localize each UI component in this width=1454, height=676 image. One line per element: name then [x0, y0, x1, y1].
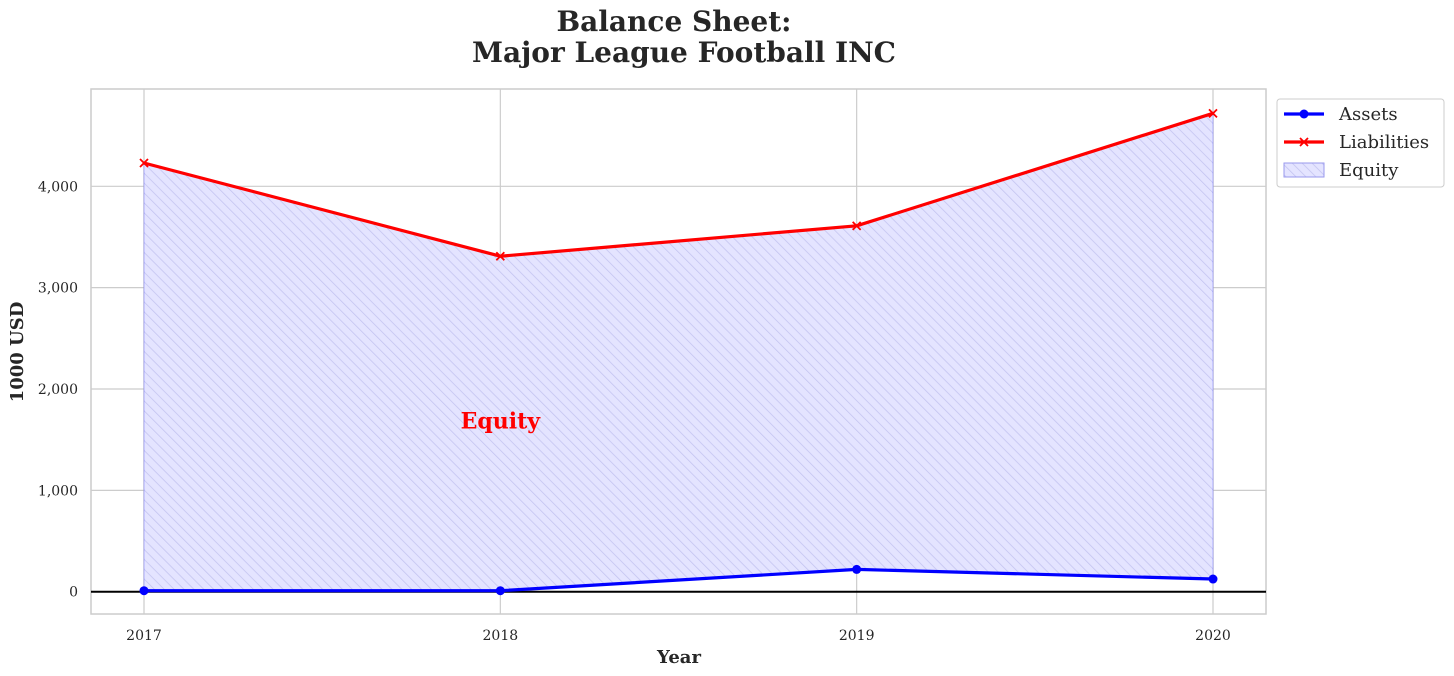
- legend-liabilities-label: Liabilities: [1339, 132, 1429, 153]
- y-tick-label: 2,000: [38, 382, 78, 398]
- y-axis-label: 1000 USD: [7, 302, 28, 403]
- y-tick-label: 4,000: [38, 179, 78, 195]
- chart-title-line-1: Balance Sheet:: [556, 5, 791, 38]
- liabilities-point: [852, 221, 862, 231]
- assets-point: [852, 564, 862, 574]
- x-axis-label: Year: [656, 647, 701, 668]
- legend-equity-label: Equity: [1339, 160, 1399, 181]
- liabilities-point: [495, 251, 505, 261]
- legend-equity-swatch: [1283, 162, 1325, 178]
- x-tick-label: 2019: [839, 628, 875, 644]
- liabilities-line: [143, 111, 1214, 258]
- liabilities-point: [1208, 108, 1218, 118]
- y-tick-label: 0: [69, 585, 78, 601]
- y-tick-label: 1,000: [38, 483, 78, 499]
- legend-liabilities-marker: [1299, 137, 1309, 147]
- legend-assets-label: Assets: [1338, 104, 1398, 125]
- x-tick-label: 2020: [1195, 628, 1231, 644]
- assets-line: [144, 567, 1214, 593]
- chart-title-line-2: Major League Football INC: [472, 36, 896, 69]
- x-tick-label: 2017: [126, 628, 162, 644]
- equity-annotation: Equity: [461, 408, 542, 434]
- liabilities-point: [139, 158, 149, 168]
- y-tick-label: 3,000: [38, 281, 78, 297]
- legend-assets-marker: [1299, 109, 1309, 119]
- x-tick-label: 2018: [483, 628, 519, 644]
- legend: Assets Liabilities Equity: [1276, 98, 1445, 188]
- assets-point: [139, 586, 149, 596]
- assets-point: [1208, 574, 1218, 584]
- assets-point: [495, 586, 505, 596]
